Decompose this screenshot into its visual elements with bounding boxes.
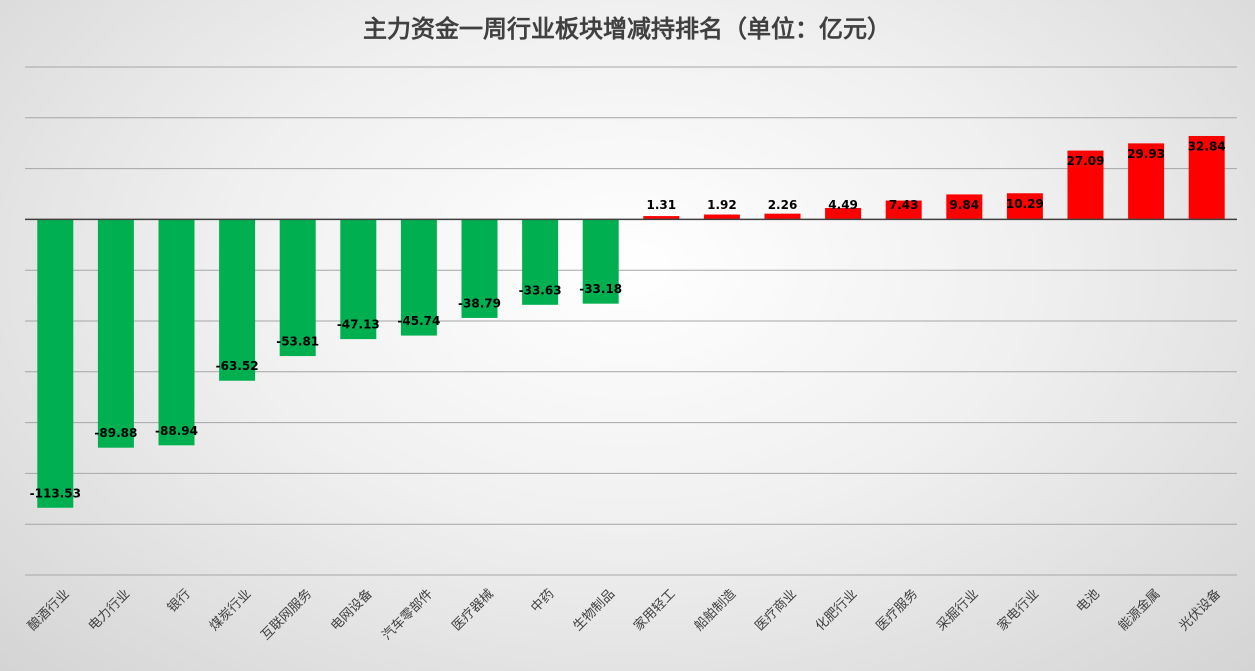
data-label: 9.84 — [949, 198, 979, 212]
x-tick-label: 采掘行业 — [934, 587, 981, 634]
x-tick-label: 汽车零部件 — [379, 586, 436, 643]
x-tick-label: 医疗服务 — [873, 586, 921, 634]
data-label: -53.81 — [276, 335, 319, 349]
x-tick-label: 电网设备 — [328, 586, 376, 634]
bar — [764, 213, 801, 220]
data-label: -45.74 — [397, 314, 440, 328]
bar — [219, 219, 256, 381]
data-label: -33.63 — [519, 283, 562, 297]
x-tick-label: 医疗商业 — [752, 587, 799, 634]
x-tick-label: 煤炭行业 — [207, 587, 254, 634]
data-label: 27.09 — [1067, 154, 1105, 168]
data-label: -63.52 — [216, 359, 259, 373]
data-label: 29.93 — [1127, 147, 1165, 161]
data-label: -47.13 — [337, 318, 380, 332]
bar — [1128, 143, 1165, 220]
bar — [340, 219, 377, 340]
x-tick-label: 医疗器械 — [449, 587, 496, 634]
data-label: 7.43 — [889, 198, 919, 212]
x-tick-label: 电力行业 — [86, 587, 133, 634]
bar — [279, 219, 316, 357]
bar — [703, 214, 740, 220]
data-label: 4.49 — [828, 198, 858, 212]
bar — [97, 219, 134, 448]
x-tick-label: 家电行业 — [994, 586, 1042, 634]
data-label: 2.26 — [768, 198, 798, 212]
bar — [643, 216, 680, 220]
data-label: -89.88 — [94, 426, 137, 440]
bar — [522, 219, 559, 305]
x-tick-label: 互联网服务 — [258, 586, 315, 643]
chart-title: 主力资金一周行业板块增减持排名（单位：亿元） — [363, 15, 891, 43]
bar — [1067, 150, 1104, 220]
data-label: 32.84 — [1188, 139, 1226, 153]
data-label: -88.94 — [155, 424, 198, 438]
x-tick-label: 酿酒行业 — [25, 586, 73, 634]
data-label: 1.31 — [646, 198, 676, 212]
x-tick-label: 光伏设备 — [1176, 586, 1224, 634]
x-tick-label: 生物制品 — [571, 587, 618, 634]
data-label: -113.53 — [30, 486, 81, 500]
bar — [461, 219, 498, 318]
bar — [400, 219, 437, 336]
bar — [1188, 135, 1225, 220]
x-tick-label: 银行 — [165, 587, 194, 616]
bar — [885, 200, 922, 220]
x-tick-label: 家用轻工 — [631, 586, 679, 634]
bar — [1006, 193, 1043, 220]
data-label: 10.29 — [1006, 197, 1044, 211]
x-tick-label: 船舶制造 — [691, 586, 739, 634]
bar — [582, 219, 619, 304]
data-label: 1.92 — [707, 198, 737, 212]
data-label: -38.79 — [458, 296, 501, 310]
x-tick-label: 中药 — [528, 587, 557, 616]
x-tick-label: 电池 — [1074, 587, 1103, 616]
bar — [946, 194, 983, 220]
bar — [825, 207, 862, 220]
bar — [37, 219, 74, 508]
x-tick-label: 化肥行业 — [813, 587, 860, 634]
data-label: -33.18 — [579, 282, 622, 296]
x-tick-label: 能源金属 — [1115, 586, 1163, 634]
bar — [158, 219, 195, 446]
